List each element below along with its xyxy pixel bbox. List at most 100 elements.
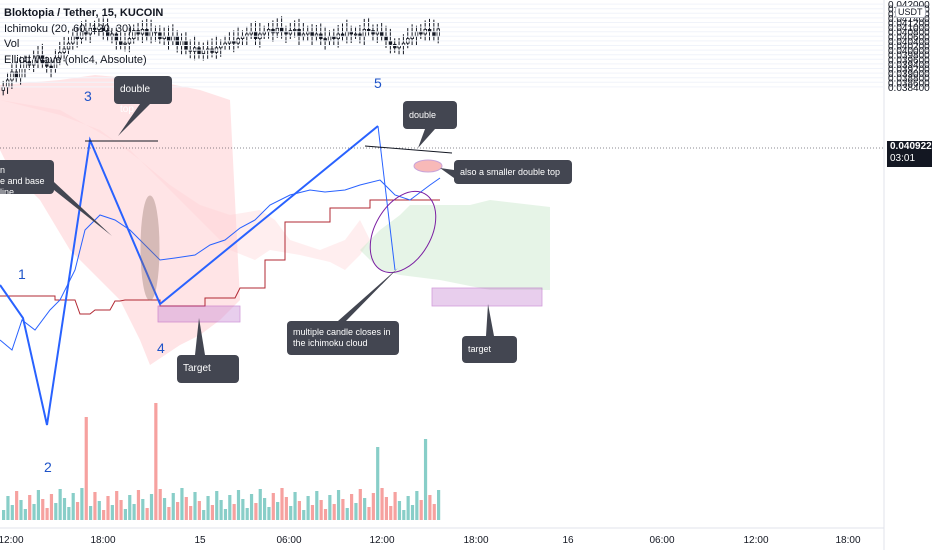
candle-body xyxy=(393,43,397,49)
volume-bar xyxy=(36,490,40,520)
volume-bar xyxy=(171,493,175,520)
volume-bar xyxy=(141,499,145,520)
volume-bar xyxy=(193,492,197,520)
candle-body xyxy=(371,30,375,35)
volume-bar xyxy=(284,497,288,520)
candle-body xyxy=(253,31,258,40)
candle-body xyxy=(271,28,275,34)
volume-bar xyxy=(210,505,214,520)
candle-body xyxy=(210,48,214,53)
volume-bar xyxy=(54,503,58,520)
callout-target-left[interactable]: Target area xyxy=(177,355,239,394)
candle-body xyxy=(380,31,384,37)
time-tick-label: 12:00 xyxy=(369,535,394,546)
volume-bar xyxy=(328,495,332,520)
volume-bar xyxy=(93,492,97,520)
legend-volume[interactable]: Vol xyxy=(4,38,20,50)
volume-bar xyxy=(189,506,193,520)
candle-body xyxy=(384,35,388,42)
volume-bar xyxy=(341,499,345,520)
price-tick-label: 0.039200 xyxy=(888,65,930,76)
legend-symbol[interactable]: Bloktopia / Tether, 15, KUCOIN xyxy=(4,7,164,19)
pointer-target-right xyxy=(486,304,494,336)
cloud-bearish-2 xyxy=(0,100,370,270)
volume-bar xyxy=(6,496,10,520)
volume-bar xyxy=(276,502,280,520)
callout-base-line[interactable]: n e and base line xyxy=(0,160,54,197)
volume-bar xyxy=(319,500,323,520)
volume-bar xyxy=(180,488,184,520)
volume-bar xyxy=(115,491,119,520)
volume-bar xyxy=(80,488,84,520)
callout-double-top-left[interactable]: double top xyxy=(114,76,172,115)
time-tick-label: 15 xyxy=(194,535,206,546)
volume-bar xyxy=(236,490,241,520)
volume-bar xyxy=(241,499,245,520)
candle-body xyxy=(297,28,301,37)
candle-body xyxy=(388,40,393,45)
candle-body xyxy=(345,31,349,37)
volume-bar xyxy=(402,510,406,520)
candle-body xyxy=(279,27,284,33)
pointer-double-top-right xyxy=(418,129,435,148)
elliott-wave-line xyxy=(0,125,379,426)
double-top-line-right xyxy=(364,145,453,154)
volume-bar xyxy=(323,509,328,520)
volume-bar xyxy=(280,488,284,520)
volume-bar xyxy=(84,417,88,520)
price-tick-label: 0.038400 xyxy=(888,83,930,94)
volume-bar xyxy=(345,508,349,520)
time-tick-label: 06:00 xyxy=(276,535,301,546)
candle-body xyxy=(45,62,49,67)
legend-ichimoku[interactable]: Ichimoku (20, 60, 120, 30) xyxy=(4,22,132,35)
candle-body xyxy=(293,28,297,31)
volume-bar xyxy=(215,491,219,520)
bar-countdown: 03:01 xyxy=(890,153,916,164)
volume-bar xyxy=(289,506,293,520)
candle-body xyxy=(179,40,184,46)
pointer-smaller-top xyxy=(440,168,454,178)
volume-bar xyxy=(202,510,206,520)
volume-bar xyxy=(149,494,154,520)
volume-bar xyxy=(310,505,315,520)
volume-bar xyxy=(258,489,262,520)
time-tick-label: 16 xyxy=(562,535,574,546)
wave-label-5: 5 xyxy=(374,75,382,91)
volume-bar xyxy=(267,507,271,520)
candle-body xyxy=(288,30,293,35)
last-price: 0.040922 xyxy=(890,141,932,152)
wave-label-3: 3 xyxy=(84,88,92,104)
volume-bar xyxy=(354,503,358,520)
volume-bar xyxy=(71,493,75,520)
volume-bar xyxy=(10,505,14,520)
volume-bar xyxy=(336,490,341,520)
volume-bar xyxy=(162,498,167,520)
volume-bar xyxy=(145,508,149,520)
volume-bar xyxy=(2,510,6,520)
currency-label[interactable]: USDT xyxy=(895,6,926,18)
time-axis[interactable]: 12:00 18:00 15 06:00 12:00 18:00 16 06:00 12:00 1… xyxy=(0,527,884,546)
time-tick-label: 18:00 xyxy=(463,535,488,546)
time-tick-label: 06:00 xyxy=(649,535,674,546)
callout-double-top-right[interactable]: double top xyxy=(403,101,457,140)
volume-bar xyxy=(393,492,397,520)
price-tick-label: 0.038800 xyxy=(888,74,930,85)
volume-bar xyxy=(15,491,19,520)
callout-ichimoku-closes[interactable]: multiple candle closes in the ichimoku c… xyxy=(287,321,399,355)
volume-bar xyxy=(154,403,158,520)
legend-elliott[interactable]: Elliott Wave (ohlc4, Absolute) xyxy=(4,53,147,66)
elliott-wave-tail xyxy=(377,125,396,271)
candle-body xyxy=(275,27,280,34)
candle-body xyxy=(414,31,419,37)
volume-bar xyxy=(97,501,101,520)
callout-target-right[interactable]: target area xyxy=(462,336,517,373)
volume-bar xyxy=(167,507,171,520)
volume-bar xyxy=(45,508,49,520)
callout-smaller-double-top[interactable]: also a smaller double top here xyxy=(454,160,572,193)
volume-bar xyxy=(128,495,132,520)
candle-body xyxy=(88,27,92,35)
volume-bar xyxy=(228,495,232,520)
ichimoku-base-line xyxy=(0,199,440,315)
candle-body xyxy=(10,71,14,81)
candle-body xyxy=(353,33,358,36)
